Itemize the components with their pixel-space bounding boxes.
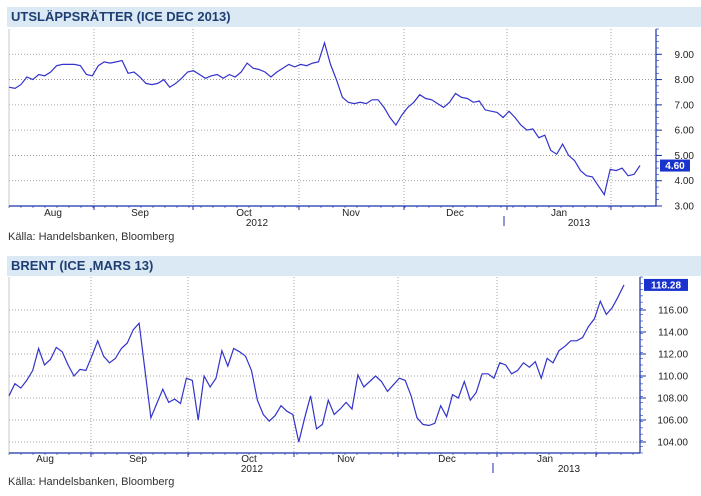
x-tick-label-aug: Aug	[36, 454, 54, 465]
x-tick-label-dec: Dec	[446, 208, 464, 219]
x-tick-label-sep: Sep	[131, 208, 149, 219]
y-tick-label: 6.00	[675, 126, 695, 137]
series-line	[8, 40, 641, 197]
y-tick-label: 114.00	[658, 328, 688, 339]
x-tick-label-oct: Oct	[236, 208, 252, 219]
x-year-label-2013: 2013	[558, 464, 581, 475]
x-tick-label-jan: Jan	[551, 208, 567, 219]
last-value-box	[644, 278, 688, 291]
y-tick-label: 116.00	[658, 306, 688, 317]
series-line	[8, 284, 625, 443]
x-year-label-2013: 2013	[568, 218, 591, 229]
last-value-box	[660, 159, 690, 172]
y-tick-label: 104.00	[657, 438, 688, 449]
y-tick-label: 7.00	[675, 100, 695, 111]
y-tick-label: 112.00	[658, 350, 688, 361]
y-tick-label: 3.00	[675, 202, 695, 213]
chart-source-brent: Källa: Handelsbanken, Bloomberg	[8, 476, 175, 488]
chart-panel-brent: BRENT (ICE ,MARS 13) Aug Sep Oct Nov Dec Jan 2…	[0, 250, 701, 496]
brent-chart: Aug Sep Oct Nov Dec Jan 2012 2013 104.00 106.00 10…	[8, 276, 688, 475]
x-tick-label-oct: Oct	[241, 454, 257, 465]
x-tick-label-nov: Nov	[337, 454, 355, 465]
last-value-label: 118.28	[651, 280, 681, 291]
y-tick-label: 110.00	[658, 372, 688, 383]
x-tick-label-jan: Jan	[537, 454, 553, 465]
x-tick-label-nov: Nov	[342, 208, 360, 219]
x-tick-label-sep: Sep	[129, 454, 147, 465]
y-tick-label: 5.00	[675, 151, 695, 162]
y-tick-label: 8.00	[675, 75, 695, 86]
last-value-label: 4.60	[665, 161, 685, 172]
emissions-chart: Aug Sep Oct Nov Dec Jan 2012 2013 3.00 4.00 5.00 6.…	[8, 28, 695, 229]
x-year-label-2012: 2012	[246, 218, 269, 229]
chart-source-emissions: Källa: Handelsbanken, Bloomberg	[8, 231, 175, 243]
x-tick-label-aug: Aug	[44, 208, 62, 219]
x-tick-label-dec: Dec	[438, 454, 456, 465]
chart-panel-emissions: UTSLÄPPSRÄTTER (ICE DEC 2013) Aug Sep Oct N…	[7, 7, 701, 243]
y-tick-label: 108.00	[657, 394, 688, 405]
y-tick-label: 106.00	[657, 416, 688, 427]
chart-title-brent: BRENT (ICE ,MARS 13)	[7, 256, 701, 276]
chart-title-emissions: UTSLÄPPSRÄTTER (ICE DEC 2013)	[7, 7, 701, 27]
y-tick-label: 9.00	[675, 50, 695, 61]
x-year-label-2012: 2012	[241, 464, 264, 475]
y-tick-label: 4.00	[675, 176, 695, 187]
